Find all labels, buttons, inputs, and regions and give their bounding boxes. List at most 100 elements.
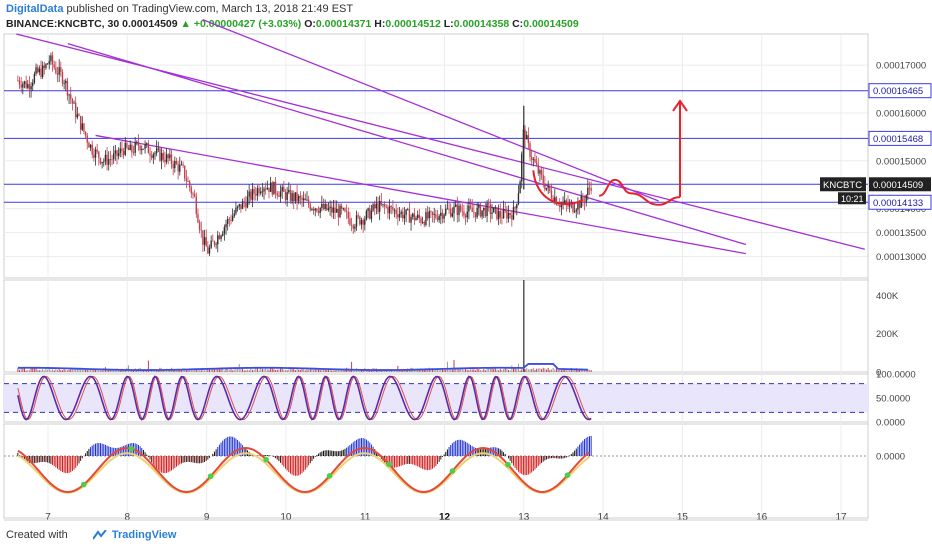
candle-body bbox=[228, 219, 231, 220]
high-label: H: bbox=[374, 18, 386, 30]
candle-body bbox=[60, 67, 62, 72]
candle-body bbox=[347, 212, 349, 219]
candle-body bbox=[461, 210, 463, 212]
candle-body bbox=[170, 154, 173, 165]
candle-body bbox=[573, 211, 576, 213]
candle-body bbox=[448, 208, 450, 210]
candle-body bbox=[385, 206, 387, 208]
tradingview-brand[interactable]: TradingView bbox=[111, 529, 177, 541]
candle-body bbox=[355, 215, 358, 227]
candle-body bbox=[226, 219, 229, 225]
candle-body bbox=[155, 148, 158, 154]
candle-body bbox=[473, 211, 475, 213]
candle-body bbox=[471, 207, 473, 212]
x-tick-label: 14 bbox=[598, 512, 610, 523]
publish-info: DigitalData published on TradingView.com… bbox=[6, 2, 353, 16]
candle-body bbox=[99, 157, 102, 164]
candle-body bbox=[489, 204, 492, 214]
author-name[interactable]: DigitalData bbox=[6, 3, 64, 15]
candle-body bbox=[142, 148, 145, 150]
x-tick-label: 17 bbox=[835, 512, 847, 523]
candle-body bbox=[403, 215, 406, 219]
candle-body bbox=[108, 159, 110, 165]
candle-body bbox=[497, 211, 500, 220]
open-value: 0.00014371 bbox=[315, 18, 372, 30]
candle-body bbox=[260, 191, 262, 194]
candle-body bbox=[539, 170, 541, 174]
candle-body bbox=[491, 212, 493, 214]
candle-body bbox=[112, 153, 115, 160]
candle-body bbox=[106, 154, 108, 165]
candle-body bbox=[416, 214, 419, 219]
candle-body bbox=[492, 207, 495, 213]
candle-body bbox=[435, 214, 437, 218]
trendline bbox=[95, 134, 746, 255]
candle-body bbox=[316, 208, 318, 212]
candle-body bbox=[152, 154, 155, 158]
candle-body bbox=[210, 240, 212, 248]
candle-body bbox=[269, 182, 272, 192]
candle-body bbox=[474, 212, 477, 218]
level-label: 0.00016465 bbox=[873, 86, 923, 97]
symbol-info: BINANCE:KNCBTC, 30 0.00014509 ▲ +0.00000… bbox=[6, 17, 579, 31]
x-tick-label: 16 bbox=[756, 512, 768, 523]
candles bbox=[17, 51, 592, 257]
candle-body bbox=[365, 211, 368, 220]
y-tick-label: 0.00015000 bbox=[876, 156, 926, 167]
candle-body bbox=[184, 165, 186, 179]
candle-body bbox=[375, 203, 378, 209]
candle-body bbox=[187, 181, 189, 182]
candle-body bbox=[243, 201, 245, 203]
candle-body bbox=[195, 196, 197, 214]
candle-body bbox=[293, 193, 295, 202]
candle-body bbox=[167, 154, 169, 159]
candle-body bbox=[250, 191, 252, 200]
candle-body bbox=[393, 209, 396, 211]
candle-body bbox=[284, 191, 287, 200]
candle-body bbox=[555, 197, 558, 205]
candle-body bbox=[51, 55, 54, 65]
momentum-dot bbox=[386, 461, 392, 468]
candle-body bbox=[483, 207, 485, 211]
candle-body bbox=[246, 196, 249, 208]
projection-arrow-head bbox=[672, 99, 688, 112]
candle-body bbox=[264, 188, 267, 190]
candle-body bbox=[415, 218, 417, 221]
x-tick-label: 10 bbox=[280, 512, 292, 523]
candle-body bbox=[198, 222, 201, 230]
candle-body bbox=[362, 220, 364, 225]
candle-body bbox=[486, 203, 488, 217]
candle-body bbox=[554, 197, 556, 203]
candle-body bbox=[96, 149, 98, 152]
candle-body bbox=[577, 201, 579, 210]
x-tick-label: 11 bbox=[360, 512, 371, 523]
momentum-dot bbox=[80, 481, 87, 488]
candle-body bbox=[88, 142, 90, 148]
candle-body bbox=[165, 154, 168, 163]
candle-body bbox=[245, 202, 247, 208]
x-tick-label: 12 bbox=[439, 512, 451, 523]
candle-body bbox=[568, 203, 571, 207]
candle-body bbox=[122, 150, 125, 155]
candle-body bbox=[488, 203, 490, 205]
candle-body bbox=[126, 142, 128, 148]
candle-body bbox=[188, 181, 191, 188]
candle-body bbox=[241, 201, 244, 209]
candle-body bbox=[545, 187, 548, 190]
candle-body bbox=[114, 150, 117, 154]
candle-body bbox=[174, 161, 176, 169]
candle-body bbox=[319, 207, 321, 213]
volume-tick-label: 200K bbox=[876, 329, 899, 340]
momentum-dot bbox=[505, 461, 511, 468]
candle-body bbox=[342, 208, 345, 210]
projection-path bbox=[598, 178, 681, 206]
x-tick-label: 13 bbox=[518, 512, 530, 523]
candle-body bbox=[469, 205, 472, 208]
candle-body bbox=[71, 98, 74, 104]
candle-body bbox=[425, 212, 427, 225]
candle-body bbox=[212, 240, 214, 242]
candle-body bbox=[289, 189, 292, 202]
candle-body bbox=[30, 86, 32, 90]
candle-body bbox=[352, 225, 354, 229]
